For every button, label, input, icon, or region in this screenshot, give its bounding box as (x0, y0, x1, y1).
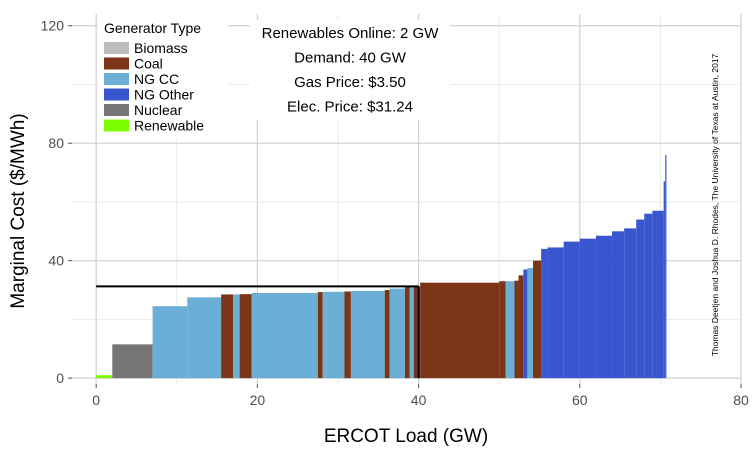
supply-bar-renewable (96, 375, 113, 379)
x-tick-label: 20 (250, 392, 266, 408)
supply-bar-coal (344, 291, 351, 379)
supply-bar-ng-cc (251, 292, 318, 379)
supply-curve-bars (96, 154, 667, 379)
legend-label: NG CC (134, 71, 179, 87)
supply-bar-ng-other (541, 248, 548, 379)
supply-bar-nuclear (112, 344, 153, 379)
supply-bar-ng-other (644, 213, 653, 379)
supply-bar-coal (514, 280, 519, 379)
legend-swatch (104, 57, 129, 70)
supply-bar-coal (413, 286, 421, 379)
x-tick-label: 40 (411, 392, 427, 408)
legend-label: NG Other (134, 87, 194, 103)
supply-bar-ng-cc (322, 291, 345, 379)
axis-ticks: 0 20 40 60 80 0 40 80 120 (41, 18, 749, 408)
legend-swatch (104, 104, 129, 116)
supply-bar-ng-other (595, 235, 613, 379)
supply-bar-ng-other (665, 154, 667, 379)
supply-bar-ng-other (663, 181, 666, 379)
y-axis-title: Marginal Cost ($/MWh) (8, 113, 29, 308)
x-tick-label: 80 (733, 392, 749, 408)
credit-text: Thomas Deetjen and Joshua D. Rhodes, The… (710, 53, 720, 356)
supply-bar-ng-cc (527, 268, 534, 379)
legend-swatch (104, 119, 129, 132)
y-tick-label: 0 (56, 370, 64, 386)
annotation-text: Gas Price: $3.50 (294, 74, 406, 91)
supply-bar-ng-other (612, 231, 625, 379)
legend-label: Renewable (134, 118, 204, 134)
supply-bar-coal (499, 281, 506, 379)
supply-bar-ng-cc (187, 297, 222, 379)
x-tick-label: 60 (572, 392, 588, 408)
y-tick-label: 120 (41, 18, 65, 34)
reference-lines (96, 285, 420, 379)
x-tick-label: 0 (92, 392, 100, 408)
supply-bar-coal (317, 292, 323, 379)
supply-bar-ng-cc (389, 288, 405, 379)
supply-bar-coal (518, 275, 524, 379)
supply-bar-ng-cc (233, 294, 240, 379)
annotation-text: Demand: 40 GW (294, 50, 407, 67)
x-axis-title: ERCOT Load (GW) (324, 426, 488, 447)
legend-label: Nuclear (134, 102, 183, 118)
supply-bar-coal (239, 294, 252, 379)
supply-bar-coal (404, 287, 410, 379)
legend-swatch (104, 88, 129, 101)
legend-label: Biomass (134, 40, 188, 56)
legend-title: Generator Type (104, 20, 201, 36)
legend-swatch (104, 73, 129, 85)
y-tick-label: 40 (48, 253, 64, 269)
supply-bar-ng-other (624, 228, 637, 379)
supply-bar-coal (221, 294, 234, 379)
annotation-text: Renewables Online: 2 GW (262, 25, 440, 42)
legend-swatch (104, 42, 129, 54)
supply-bar-ng-other (652, 210, 664, 379)
supply-bar-coal (533, 260, 542, 379)
supply-bar-ng-cc (152, 306, 188, 379)
legend-label: Coal (134, 56, 163, 72)
annotations: Renewables Online: 2 GW Demand: 40 GW Gas … (250, 20, 450, 120)
supply-bar-ng-other (547, 247, 564, 379)
supply-bar-ng-other (523, 269, 528, 379)
supply-bar-coal (384, 290, 390, 379)
supply-bar-ng-cc (505, 281, 515, 379)
supply-bar-ng-cc (350, 290, 385, 379)
supply-bar-coal (420, 282, 500, 379)
supply-bar-ng-other (563, 241, 580, 379)
annotation-text: Elec. Price: $31.24 (287, 99, 413, 116)
supply-bar-ng-cc (409, 287, 414, 379)
supply-bar-ng-other (636, 219, 645, 379)
supply-bar-ng-other (579, 238, 596, 379)
y-tick-label: 80 (48, 135, 64, 151)
